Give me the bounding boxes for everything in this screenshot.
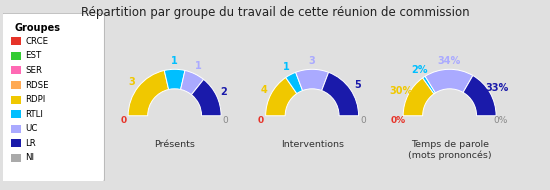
Wedge shape xyxy=(164,69,185,89)
Wedge shape xyxy=(463,75,496,116)
Text: 0: 0 xyxy=(120,116,127,125)
Text: Présents: Présents xyxy=(154,140,195,149)
Text: 3: 3 xyxy=(309,56,316,66)
Text: UC: UC xyxy=(25,124,37,133)
Text: 0%: 0% xyxy=(391,116,406,125)
Bar xyxy=(11,37,21,45)
Text: 34%: 34% xyxy=(437,56,460,66)
Text: 33%: 33% xyxy=(486,83,509,93)
Text: RDSE: RDSE xyxy=(25,81,49,89)
Text: Groupes: Groupes xyxy=(15,23,61,33)
Text: EST: EST xyxy=(25,51,41,60)
Text: 0%: 0% xyxy=(493,116,508,125)
Wedge shape xyxy=(322,72,359,116)
Bar xyxy=(11,154,21,162)
Text: 5: 5 xyxy=(354,80,361,90)
Text: 0: 0 xyxy=(258,116,264,125)
Wedge shape xyxy=(180,70,204,95)
Text: RTLI: RTLI xyxy=(25,110,43,119)
Text: 2: 2 xyxy=(221,87,227,97)
Text: RDPI: RDPI xyxy=(25,95,46,104)
Bar xyxy=(11,110,21,118)
FancyBboxPatch shape xyxy=(2,13,104,182)
Wedge shape xyxy=(191,79,221,116)
Text: 4: 4 xyxy=(260,85,267,95)
Bar xyxy=(11,52,21,60)
Text: 2%: 2% xyxy=(411,65,427,75)
Bar xyxy=(11,66,21,74)
Text: SER: SER xyxy=(25,66,42,75)
Text: 30%: 30% xyxy=(389,86,412,96)
Text: CRCE: CRCE xyxy=(25,37,48,46)
Wedge shape xyxy=(422,76,436,94)
Text: Temps de parole
(mots prononcés): Temps de parole (mots prononcés) xyxy=(408,140,492,160)
Text: 0: 0 xyxy=(223,116,229,125)
Text: 3: 3 xyxy=(128,77,135,87)
Text: 1: 1 xyxy=(171,56,178,66)
Text: NI: NI xyxy=(25,153,34,162)
Wedge shape xyxy=(266,78,297,116)
Bar xyxy=(11,125,21,133)
Bar xyxy=(11,81,21,89)
Text: 1: 1 xyxy=(195,61,202,71)
Text: Répartition par groupe du travail de cette réunion de commission: Répartition par groupe du travail de cet… xyxy=(81,6,469,19)
Text: 0: 0 xyxy=(360,116,366,125)
Wedge shape xyxy=(425,69,473,93)
Bar xyxy=(11,96,21,104)
Bar xyxy=(11,139,21,147)
Text: Interventions: Interventions xyxy=(280,140,344,149)
Wedge shape xyxy=(403,78,434,116)
Text: 1: 1 xyxy=(283,62,290,72)
Wedge shape xyxy=(286,72,302,94)
Wedge shape xyxy=(296,69,328,91)
Text: LR: LR xyxy=(25,139,36,148)
Wedge shape xyxy=(128,70,169,116)
